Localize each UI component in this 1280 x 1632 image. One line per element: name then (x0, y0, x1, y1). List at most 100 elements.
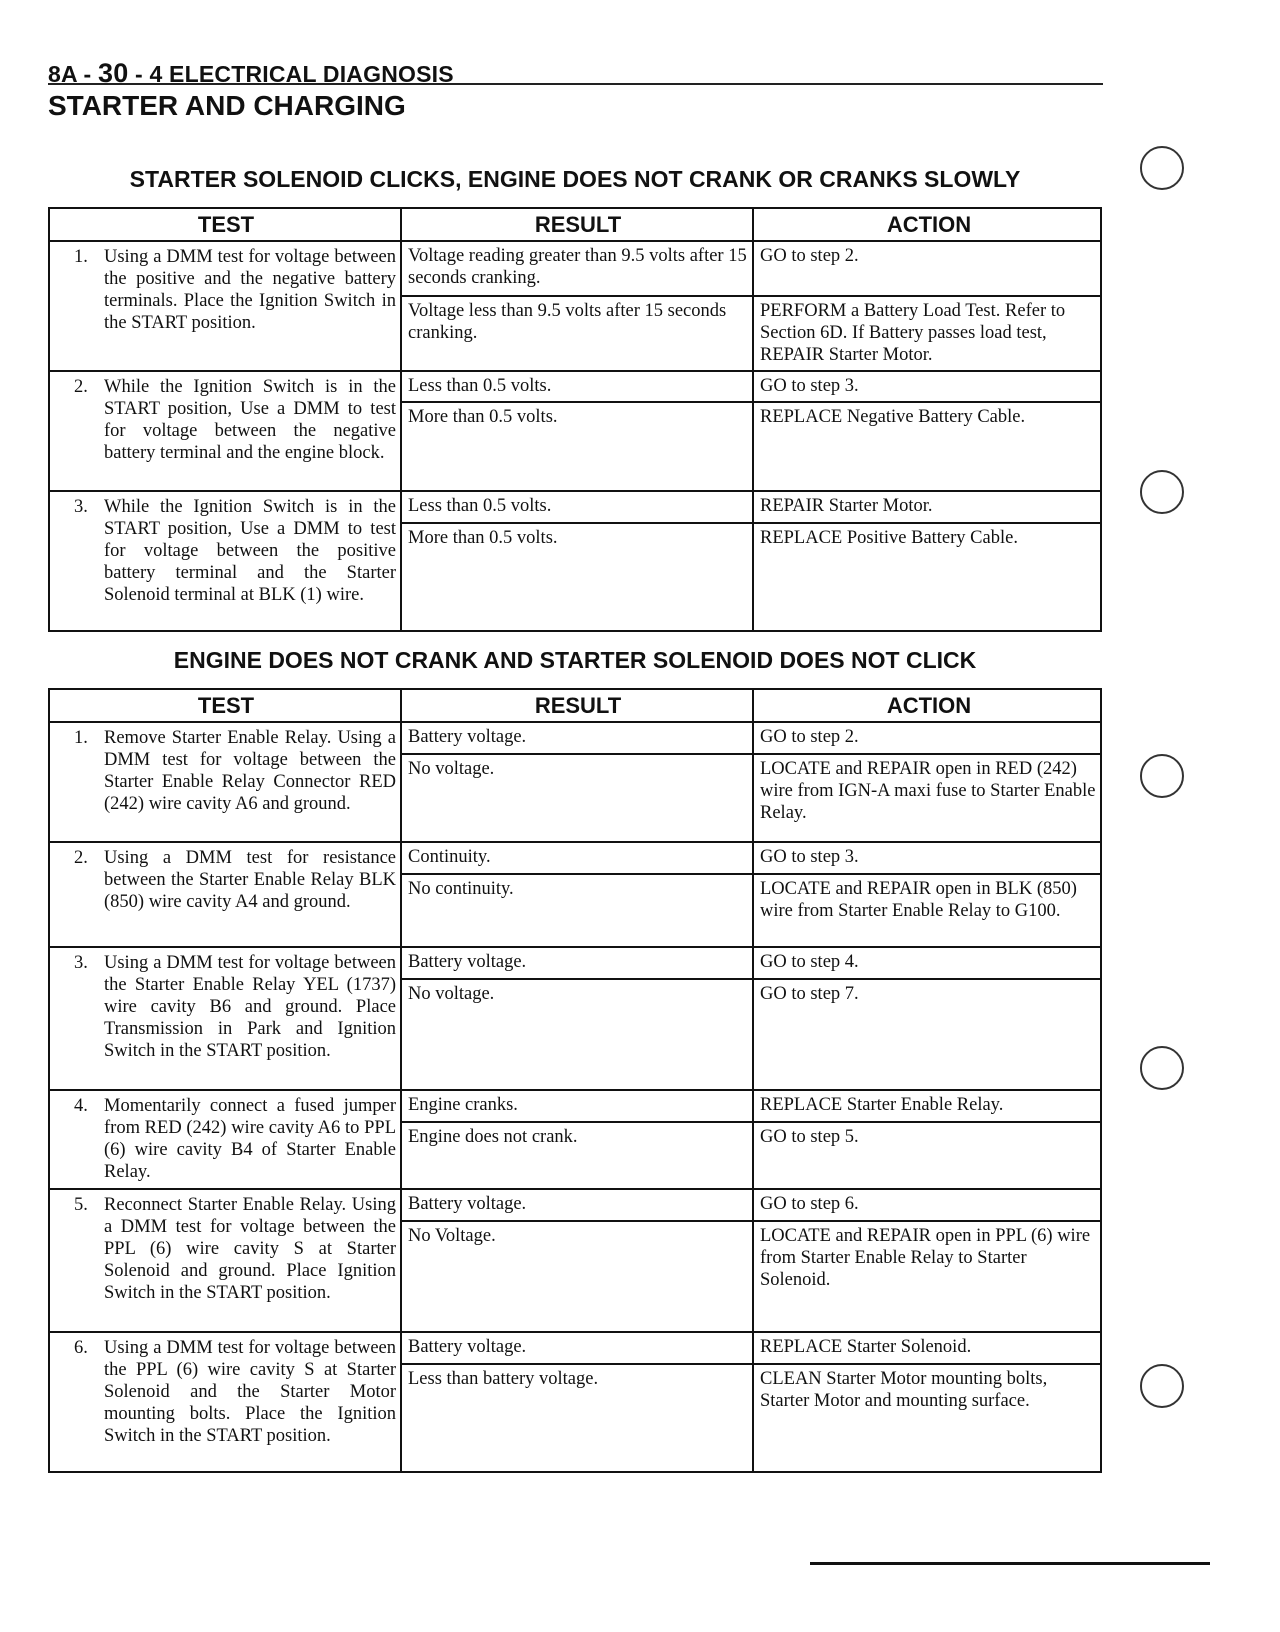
action-text: PERFORM a Battery Load Test. Refer to Se… (760, 301, 1066, 365)
outcome-row: Voltage reading greater than 9.5 volts a… (402, 242, 1100, 297)
column-header-test: TEST (197, 212, 255, 237)
result-text: Less than battery voltage. (408, 1369, 599, 1389)
diagnostic-table: TEST RESULT ACTION 1. Using a DMM test for v… (48, 207, 1102, 632)
action-text: REPLACE Starter Solenoid. (760, 1337, 972, 1357)
table-row: 4. Momentarily connect a fused jumper fro… (50, 1091, 1100, 1190)
action-text: GO to step 4. (760, 952, 859, 972)
outcome-row: Voltage less than 9.5 volts after 15 sec… (402, 297, 1100, 370)
binder-hole-icon (1140, 1046, 1184, 1090)
column-header-action: ACTION (886, 693, 972, 718)
outcome-row: Less than 0.5 volts. REPAIR Starter Motor… (402, 492, 1100, 524)
outcome-row: Less than battery voltage. CLEAN Starter … (402, 1365, 1100, 1473)
test-description: Using a DMM test for voltage between the… (104, 1338, 396, 1446)
column-divider (400, 209, 402, 630)
action-text: LOCATE and REPAIR open in PPL (6) wire f… (760, 1226, 1091, 1290)
action-text: REPLACE Positive Battery Cable. (760, 528, 1018, 548)
result-text: Battery voltage. (408, 1194, 527, 1214)
test-cell: 1. Remove Starter Enable Relay. Using a D… (50, 723, 400, 841)
result-text: Continuity. (408, 847, 491, 867)
test-cell: 2. Using a DMM test for resistance betwee… (50, 843, 400, 946)
test-description: Momentarily connect a fused jumper from … (104, 1096, 396, 1182)
test-description: Using a DMM test for resistance between … (104, 848, 396, 912)
test-description: Reconnect Starter Enable Relay. Using a … (104, 1195, 396, 1303)
test-description: Using a DMM test for voltage between the… (104, 953, 396, 1061)
test-description: While the Ignition Switch is in the STAR… (104, 377, 396, 463)
outcome-row: Battery voltage. GO to step 4. (402, 948, 1100, 980)
result-text: No voltage. (408, 759, 495, 779)
result-text: No continuity. (408, 879, 514, 899)
result-text: Battery voltage. (408, 727, 527, 747)
outcome-row: Continuity. GO to step 3. (402, 843, 1100, 875)
header-rule (48, 83, 1103, 85)
binder-hole-icon (1140, 754, 1184, 798)
test-description: Remove Starter Enable Relay. Using a DMM… (104, 728, 396, 814)
header-prefix: 8A - (48, 61, 98, 87)
test-cell: 3. While the Ignition Switch is in the ST… (50, 492, 400, 632)
outcome-row: Engine cranks. REPLACE Starter Enable Rel… (402, 1091, 1100, 1123)
table-row: 5. Reconnect Starter Enable Relay. Using … (50, 1190, 1100, 1333)
outcome-row: No continuity. LOCATE and REPAIR open in … (402, 875, 1100, 946)
page-header: 8A - 30 - 4 ELECTRICAL DIAGNOSIS (48, 58, 454, 89)
result-text: More than 0.5 volts. (408, 528, 558, 548)
test-cell: 6. Using a DMM test for voltage between t… (50, 1333, 400, 1473)
header-title: - 4 ELECTRICAL DIAGNOSIS (128, 61, 454, 87)
result-text: Engine does not crank. (408, 1127, 578, 1147)
section-title: STARTER AND CHARGING (48, 90, 406, 121)
outcome-row: More than 0.5 volts. REPLACE Positive Bat… (402, 524, 1100, 632)
column-header-result: RESULT (534, 693, 622, 718)
table-title: STARTER SOLENOID CLICKS, ENGINE DOES NOT… (129, 166, 1021, 192)
action-text: REPAIR Starter Motor. (760, 496, 933, 516)
action-text: REPLACE Negative Battery Cable. (760, 407, 1026, 427)
test-cell: 3. Using a DMM test for voltage between t… (50, 948, 400, 1089)
outcome-row: Engine does not crank. GO to step 5. (402, 1123, 1100, 1188)
action-text: GO to step 5. (760, 1127, 859, 1147)
test-description: Using a DMM test for voltage between the… (104, 247, 396, 333)
outcome-row: More than 0.5 volts. REPLACE Negative Bat… (402, 403, 1100, 490)
action-text: GO to step 6. (760, 1194, 859, 1214)
step-number: 1. (74, 728, 88, 748)
table-row: 3. While the Ignition Switch is in the ST… (50, 492, 1100, 632)
result-text: Voltage less than 9.5 volts after 15 sec… (408, 301, 727, 343)
table-row: 2. Using a DMM test for resistance betwee… (50, 843, 1100, 948)
action-text: GO to step 7. (760, 984, 859, 1004)
action-text: REPLACE Starter Enable Relay. (760, 1095, 1004, 1115)
column-header-test: TEST (197, 693, 255, 718)
action-text: LOCATE and REPAIR open in RED (242) wire… (760, 759, 1096, 823)
table-row: 1. Remove Starter Enable Relay. Using a D… (50, 723, 1100, 843)
test-cell: 2. While the Ignition Switch is in the ST… (50, 372, 400, 490)
action-text: LOCATE and REPAIR open in BLK (850) wire… (760, 879, 1077, 921)
result-text: Battery voltage. (408, 952, 527, 972)
step-number: 1. (74, 247, 88, 267)
binder-hole-icon (1140, 146, 1184, 190)
test-cell: 4. Momentarily connect a fused jumper fro… (50, 1091, 400, 1188)
result-text: Engine cranks. (408, 1095, 518, 1115)
column-header-action: ACTION (886, 212, 972, 237)
outcome-row: No voltage. GO to step 7. (402, 980, 1100, 1089)
result-text: Less than 0.5 volts. (408, 496, 552, 516)
step-number: 3. (74, 497, 88, 517)
table-row: 3. Using a DMM test for voltage between t… (50, 948, 1100, 1091)
table-row: 2. While the Ignition Switch is in the ST… (50, 372, 1100, 492)
action-text: CLEAN Starter Motor mounting bolts, Star… (760, 1369, 1048, 1411)
column-divider (752, 690, 754, 1471)
column-divider (752, 209, 754, 630)
step-number: 5. (74, 1195, 88, 1215)
result-text: Battery voltage. (408, 1337, 527, 1357)
footer-rule (810, 1562, 1210, 1565)
step-number: 3. (74, 953, 88, 973)
result-text: More than 0.5 volts. (408, 407, 558, 427)
outcome-row: Battery voltage. REPLACE Starter Solenoid… (402, 1333, 1100, 1365)
column-divider (400, 690, 402, 1471)
table-title: ENGINE DOES NOT CRANK AND STARTER SOLENO… (173, 647, 977, 673)
outcome-row: Battery voltage. GO to step 6. (402, 1190, 1100, 1222)
test-cell: 1. Using a DMM test for voltage between t… (50, 242, 400, 370)
test-cell: 5. Reconnect Starter Enable Relay. Using … (50, 1190, 400, 1331)
action-text: GO to step 3. (760, 847, 859, 867)
table-header: TEST RESULT ACTION (50, 690, 1100, 723)
table-header: TEST RESULT ACTION (50, 209, 1100, 242)
outcome-row: Less than 0.5 volts. GO to step 3. (402, 372, 1100, 403)
step-number: 2. (74, 848, 88, 868)
action-text: GO to step 3. (760, 376, 859, 396)
outcome-row: Battery voltage. GO to step 2. (402, 723, 1100, 755)
result-text: Less than 0.5 volts. (408, 376, 552, 396)
